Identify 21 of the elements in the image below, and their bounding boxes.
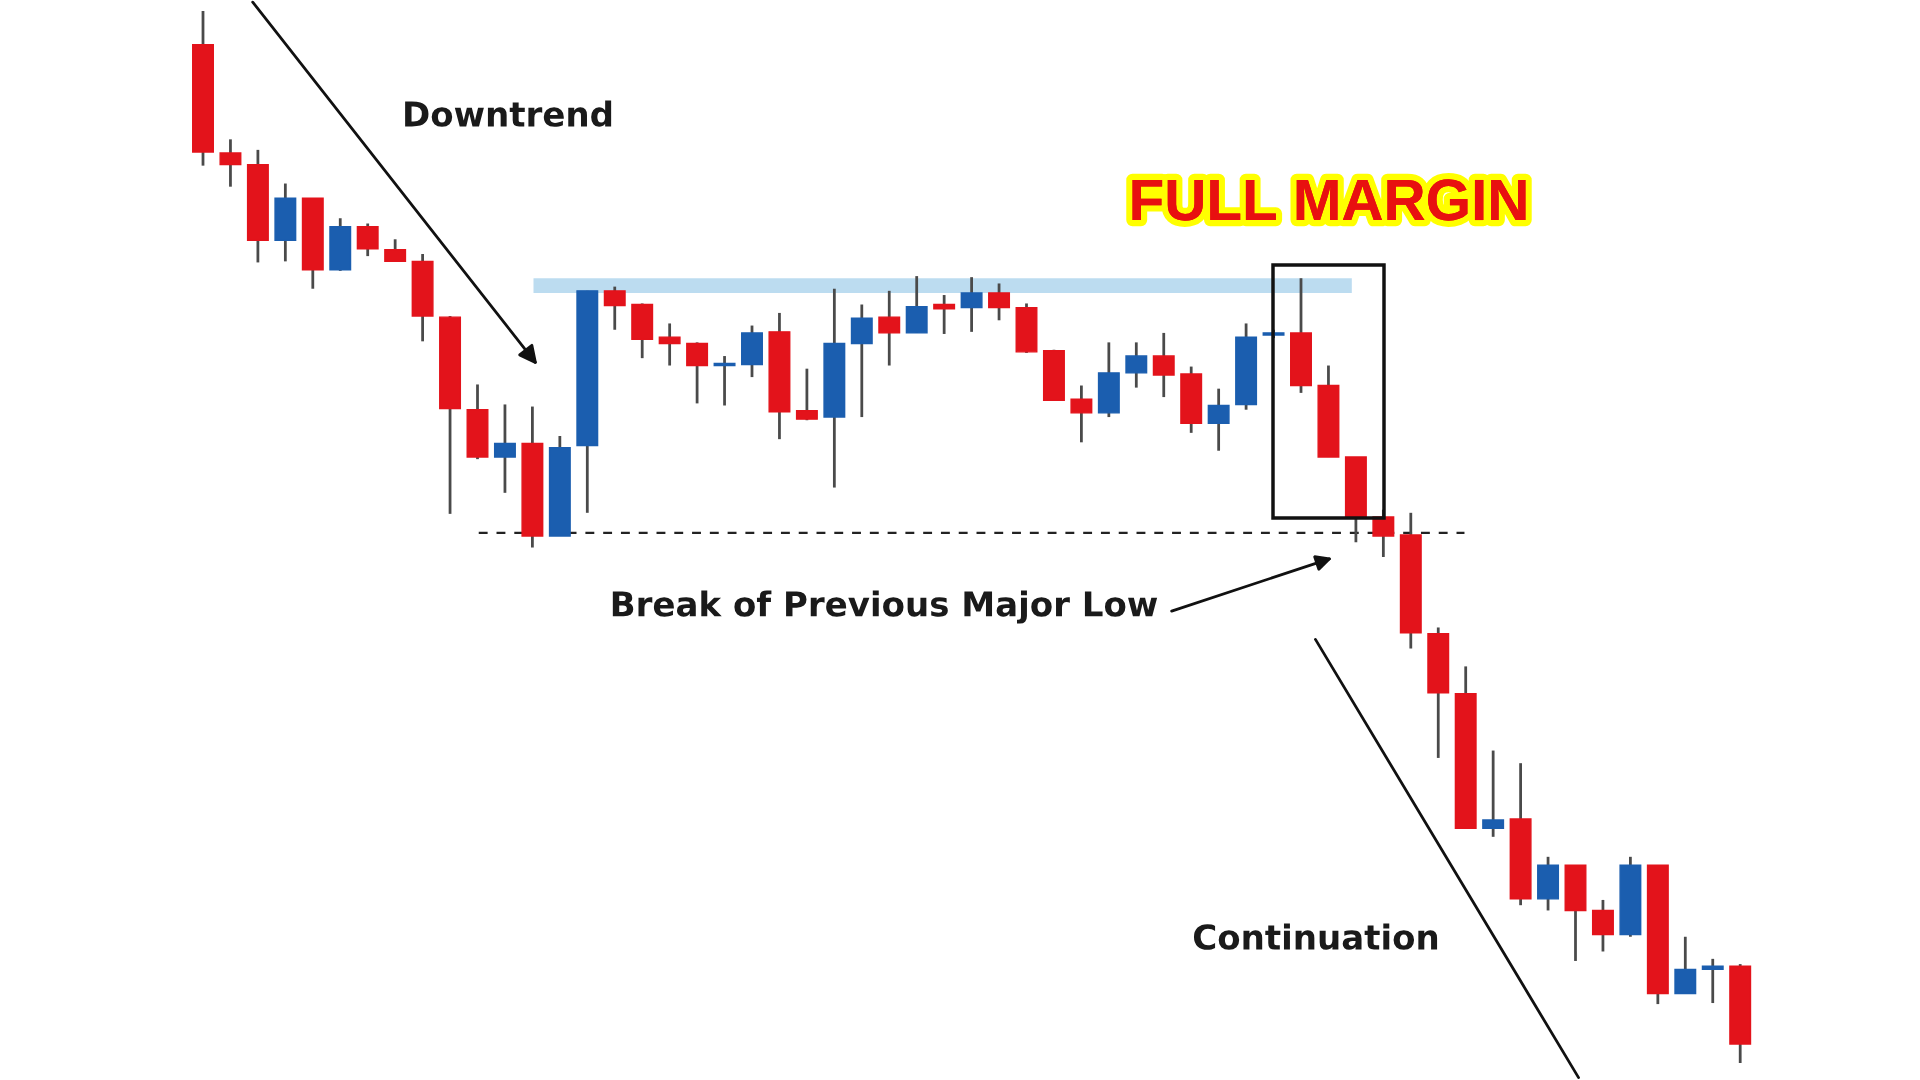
candlestick (988, 282, 1011, 322)
candlestick (658, 322, 681, 367)
annotation: Downtrend (405, 100, 612, 127)
candlestick (1070, 384, 1093, 444)
candlestick (960, 275, 983, 334)
candlestick (686, 340, 709, 405)
candlestick (1207, 387, 1230, 453)
candlestick (1482, 749, 1505, 839)
annotation: Continuation (1193, 923, 1438, 950)
candlestick (493, 403, 516, 495)
candlestick (878, 289, 901, 367)
candlestick (795, 367, 818, 422)
candlestick (356, 222, 379, 258)
candlestick (933, 293, 956, 336)
candlestick (603, 285, 626, 332)
candlestick (219, 137, 242, 189)
annotation: Break of Previous Major Low (612, 590, 1158, 624)
candlestick (384, 237, 407, 263)
candlestick (1125, 340, 1148, 390)
candlestick (1152, 331, 1175, 399)
candlestick (1701, 957, 1724, 1005)
